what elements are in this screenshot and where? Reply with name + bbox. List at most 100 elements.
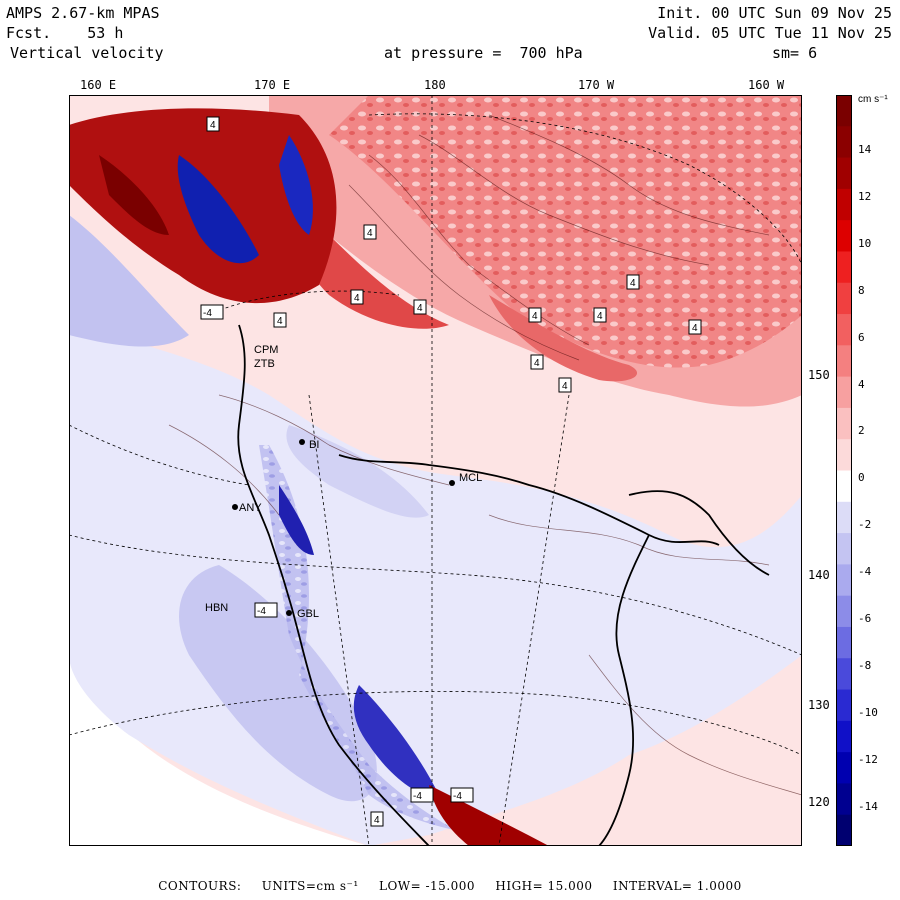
- lon-label-170w: 170 W: [578, 78, 615, 92]
- colorbar-segment: [836, 658, 852, 691]
- colorbar-segment: [836, 783, 852, 816]
- colorbar-segment: [836, 220, 852, 252]
- station-label-cpm: CPM: [254, 344, 278, 356]
- colorbar-segment: [836, 814, 852, 846]
- colorbar-tick-label: -4: [858, 565, 872, 579]
- pressure-level: at pressure = 700 hPa: [384, 44, 583, 62]
- init-time: Init. 00 UTC Sun 09 Nov 25: [657, 4, 892, 22]
- contour-label-4: 4: [593, 307, 607, 323]
- colorbar-segment: [836, 626, 852, 659]
- colorbar-tick-label: 2: [858, 424, 865, 438]
- station-label-bi: BI: [309, 439, 319, 451]
- contour-label-4: 4: [688, 319, 702, 335]
- ascent-core-east: [489, 295, 638, 382]
- colorbar-segment: [836, 752, 852, 784]
- station-label-gbl: GBL: [297, 608, 319, 620]
- colorbar-segment: [836, 282, 852, 315]
- footer-low: LOW= -15.000: [378, 879, 476, 893]
- svg-text:4: 4: [692, 323, 698, 334]
- svg-text:4: 4: [210, 120, 216, 131]
- svg-text:4: 4: [367, 228, 373, 239]
- svg-text:4: 4: [374, 815, 380, 826]
- colorbar-segment: [836, 407, 852, 440]
- svg-text:-4: -4: [257, 606, 266, 617]
- colorbar-segment: [836, 314, 852, 346]
- station-label-ztb: ZTB: [254, 358, 275, 370]
- colorbar-tick-label: 6: [858, 330, 865, 344]
- lat-label-140w: 140 W: [808, 568, 845, 582]
- colorbar-segment: [836, 720, 852, 753]
- lon-label-180: 180: [424, 78, 446, 92]
- contour-label-4: 4: [206, 116, 220, 132]
- svg-text:4: 4: [630, 278, 636, 289]
- strong-descent-ridge: [279, 135, 313, 235]
- footer-high: HIGH= 15.000: [495, 879, 593, 893]
- field-name: Vertical velocity: [10, 44, 164, 62]
- svg-text:4: 4: [534, 358, 540, 369]
- coastal-mountain-pattern: [259, 445, 549, 846]
- station-label-hbn: HBN: [205, 602, 228, 614]
- outside-domain-region: [69, 655, 369, 846]
- lon-label-160w: 160 W: [748, 78, 785, 92]
- contour-label-4: 4: [626, 274, 640, 290]
- lat-label-120w: 120 W: [808, 795, 845, 809]
- contour-label-4: 4: [273, 312, 287, 328]
- contour-label-4: 4: [370, 811, 384, 827]
- colorbar-tick-label: 4: [858, 377, 865, 391]
- colorbar-segment: [836, 595, 852, 628]
- lat-label-130w: 130 W: [808, 698, 845, 712]
- contour-label-neg4: -4: [200, 304, 224, 320]
- colorbar-segment: [836, 564, 852, 597]
- colorbar-tick-label: -12: [858, 752, 878, 766]
- contour-label-neg4: -4: [450, 787, 474, 803]
- contour-label-4: 4: [528, 307, 542, 323]
- svg-text:4: 4: [532, 311, 538, 322]
- map-frame: [69, 95, 802, 846]
- colorbar-segment: [836, 689, 852, 722]
- contour-label-4: 4: [350, 289, 364, 305]
- colorbar-tick-label: 14: [858, 143, 872, 156]
- vertical-velocity-map: BI MCL CPM ZTB ANY HBN GBL 4 4 4 4 4 4 4…: [69, 95, 802, 846]
- svg-text:-4: -4: [203, 308, 212, 319]
- colorbar-tick-label: -14: [858, 799, 878, 813]
- colorbar-segment: [836, 126, 852, 159]
- contour-label-4: 4: [413, 299, 427, 315]
- svg-text:-4: -4: [453, 791, 462, 802]
- colorbar-segment: [836, 439, 852, 471]
- contour-label-4: 4: [363, 224, 377, 240]
- colorbar-segment: [836, 533, 852, 565]
- svg-text:-4: -4: [413, 791, 422, 802]
- footer-units: UNITS=cm s⁻¹: [261, 879, 359, 893]
- colorbar-tick-label: 8: [858, 283, 865, 297]
- descent-region-central: [286, 425, 429, 518]
- station-label-mcl: MCL: [459, 472, 482, 484]
- colorbar-segment: [836, 157, 852, 190]
- forecast-hour: Fcst. 53 h: [6, 24, 124, 42]
- lat-label-150w: 150 W: [808, 368, 845, 382]
- footer-contours-label: CONTOURS:: [158, 879, 242, 893]
- colorbar-segment: [836, 470, 852, 503]
- svg-text:4: 4: [277, 316, 283, 327]
- coastal-descent-cell-south: [353, 685, 439, 796]
- colorbar-segment: [836, 345, 852, 378]
- lon-label-170e: 170 E: [254, 78, 291, 92]
- stations: BI MCL CPM ZTB ANY HBN GBL: [205, 344, 482, 620]
- station-dot-bi: [299, 439, 305, 445]
- descent-region-northwest: [69, 215, 189, 347]
- colorbar-tick-label: -6: [858, 612, 872, 625]
- svg-text:4: 4: [597, 311, 603, 322]
- svg-text:4: 4: [354, 293, 360, 304]
- colorbar-tick-label: -2: [858, 518, 872, 532]
- coastal-descent-cell: [279, 485, 314, 555]
- contour-label-4: 4: [530, 354, 544, 370]
- coastline: [237, 324, 770, 846]
- colorbar-segment: [836, 501, 852, 534]
- station-dot-mcl: [449, 480, 455, 486]
- svg-text:4: 4: [562, 381, 568, 392]
- colorbar-segment: [836, 376, 852, 409]
- valid-time: Valid. 05 UTC Tue 11 Nov 25: [648, 24, 892, 42]
- station-dot-any: [232, 504, 238, 510]
- colorbar-tick-label: 12: [858, 189, 872, 203]
- svg-text:4: 4: [417, 303, 423, 314]
- model-title: AMPS 2.67-km MPAS: [6, 4, 160, 22]
